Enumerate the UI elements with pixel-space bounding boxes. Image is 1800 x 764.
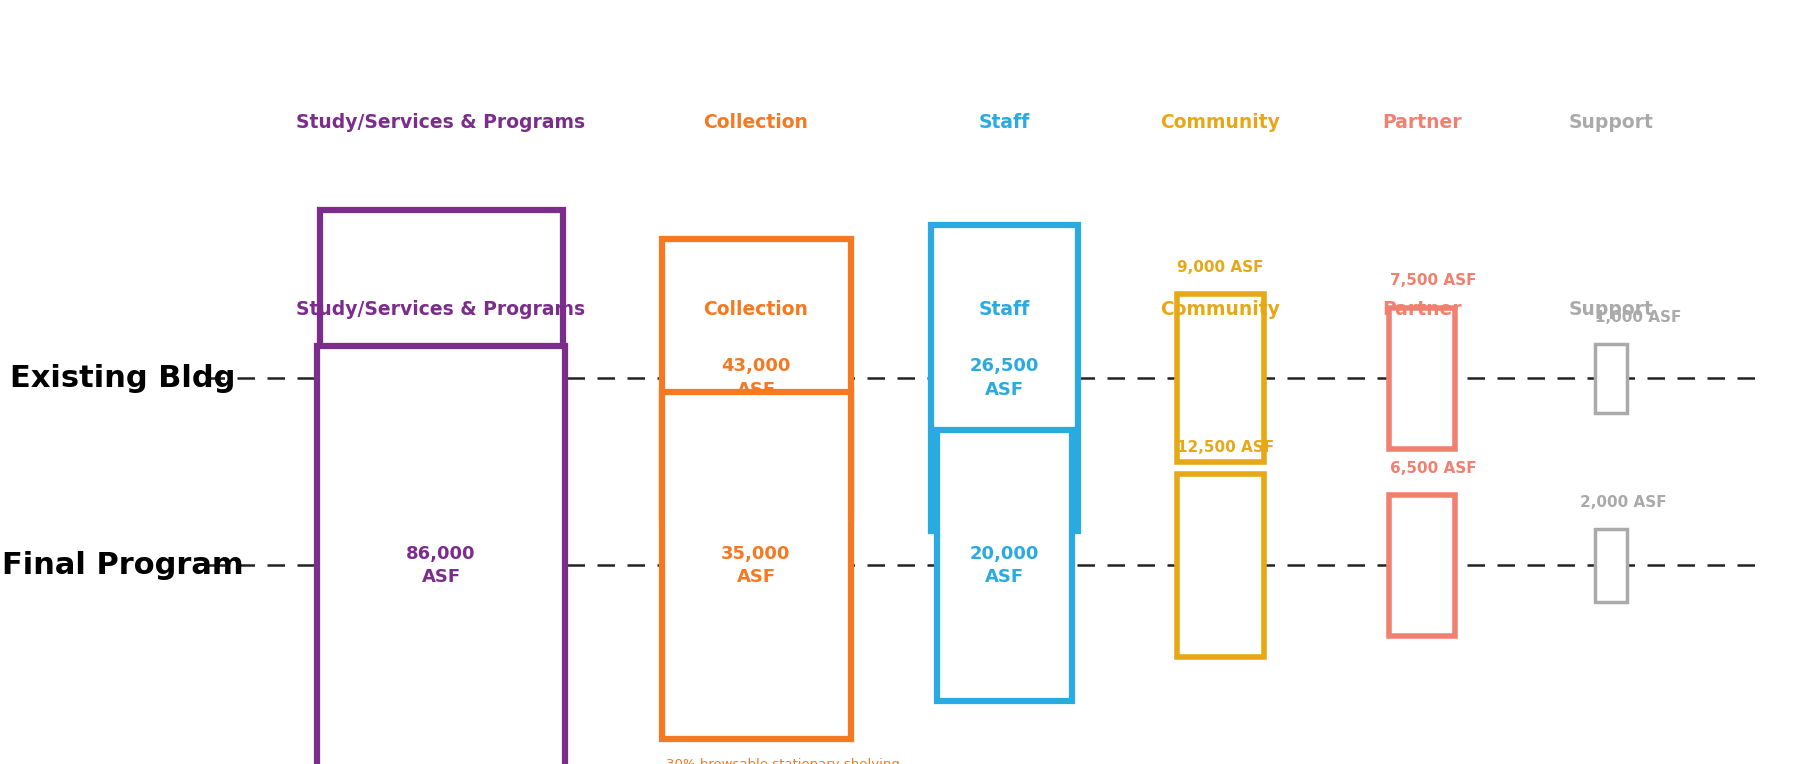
Bar — [1595, 344, 1627, 413]
Bar — [1390, 495, 1456, 636]
Text: Staff: Staff — [979, 113, 1030, 131]
Text: Partner: Partner — [1382, 300, 1462, 319]
Text: 2,000 ASF: 2,000 ASF — [1580, 495, 1667, 510]
Bar — [320, 210, 562, 546]
Text: 35,000
ASF: 35,000 ASF — [722, 545, 790, 586]
Text: 86,000
ASF: 86,000 ASF — [407, 545, 475, 586]
Bar — [938, 429, 1073, 701]
Text: 30% browsable stationary shelving
30% browsable compact shelving
40% closed comp: 30% browsable stationary shelving 30% br… — [666, 758, 900, 764]
Bar — [662, 238, 850, 518]
Text: 6,500 ASF: 6,500 ASF — [1390, 461, 1476, 475]
Bar — [662, 391, 850, 740]
Text: Existing Bldg: Existing Bldg — [9, 364, 236, 393]
Text: 1,000 ASF: 1,000 ASF — [1595, 309, 1681, 325]
Text: Support: Support — [1568, 113, 1654, 131]
Bar — [1177, 474, 1264, 657]
Text: Study/Services & Programs: Study/Services & Programs — [297, 300, 585, 319]
Text: Support: Support — [1568, 300, 1654, 319]
Text: Partner: Partner — [1382, 113, 1462, 131]
Text: Collection: Collection — [704, 113, 808, 131]
Text: Community: Community — [1161, 113, 1280, 131]
Text: 9,000 ASF: 9,000 ASF — [1177, 260, 1264, 275]
Text: 7,500 ASF: 7,500 ASF — [1390, 274, 1476, 288]
Bar — [931, 225, 1078, 531]
Bar — [1177, 294, 1264, 462]
Text: Community: Community — [1161, 300, 1280, 319]
Text: Final Program: Final Program — [2, 551, 243, 580]
Text: Collection: Collection — [704, 300, 808, 319]
Text: 48,000
ASF: 48,000 ASF — [407, 358, 475, 399]
Bar — [1595, 529, 1627, 602]
Bar — [317, 345, 565, 764]
Text: 26,500
ASF: 26,500 ASF — [970, 358, 1039, 399]
Text: 12,500 ASF: 12,500 ASF — [1177, 439, 1274, 455]
Text: 20,000
ASF: 20,000 ASF — [970, 545, 1039, 586]
Text: Staff: Staff — [979, 300, 1030, 319]
Text: Study/Services & Programs: Study/Services & Programs — [297, 113, 585, 131]
Bar — [1390, 308, 1456, 449]
Text: 43,000
ASF: 43,000 ASF — [722, 358, 790, 399]
